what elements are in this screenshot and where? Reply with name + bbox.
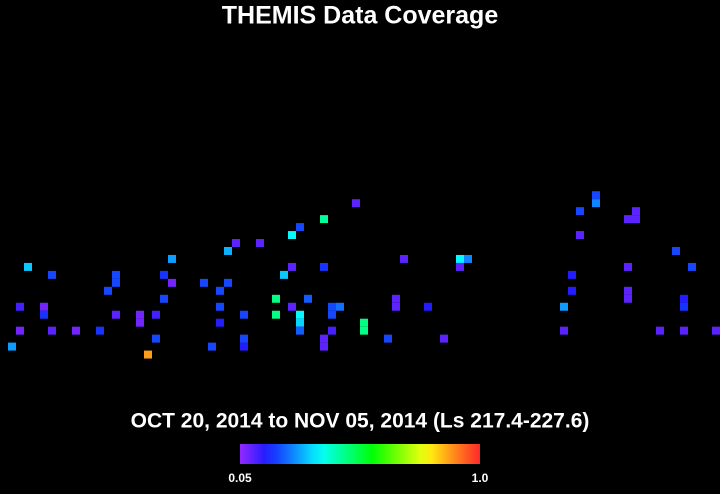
coverage-cell <box>592 191 600 200</box>
coverage-cell <box>576 207 584 216</box>
coverage-cell <box>40 302 48 311</box>
coverage-cell <box>624 262 632 271</box>
coverage-cell <box>560 302 568 311</box>
coverage-cell <box>152 310 160 319</box>
coverage-cell <box>112 270 120 279</box>
coverage-cell <box>680 302 688 311</box>
coverage-cell <box>48 270 56 279</box>
coverage-cell <box>560 326 568 335</box>
coverage-cell <box>360 318 368 327</box>
coverage-cell <box>328 310 336 319</box>
coverage-cell <box>336 302 344 311</box>
coverage-cell <box>680 294 688 303</box>
coverage-cell <box>232 239 240 247</box>
coverage-cell <box>136 310 144 319</box>
coverage-cell <box>16 302 24 311</box>
coverage-cell <box>160 294 168 303</box>
coverage-cell <box>328 326 336 335</box>
coverage-cell <box>296 326 304 335</box>
coverage-cell <box>136 318 144 327</box>
coverage-cell <box>672 247 680 255</box>
coverage-cell <box>592 199 600 208</box>
coverage-cell <box>296 223 304 232</box>
coverage-cell <box>320 215 328 224</box>
coverage-cell <box>320 262 328 271</box>
coverage-cell <box>568 270 576 279</box>
coverage-cell <box>576 231 584 240</box>
coverage-cell <box>688 262 696 271</box>
coverage-cell <box>256 239 264 247</box>
coverage-cell <box>624 286 632 295</box>
coverage-cell <box>96 326 104 335</box>
coverage-cell <box>328 302 336 311</box>
colorbar-tick-label: 0.05 <box>228 471 252 485</box>
coverage-cell <box>296 310 304 319</box>
coverage-cell <box>152 334 160 343</box>
coverage-cell <box>216 286 224 295</box>
coverage-cell <box>464 254 472 263</box>
coverage-cell <box>632 215 640 224</box>
coverage-cell <box>40 310 48 319</box>
coverage-cell <box>632 207 640 216</box>
coverage-cell <box>424 302 432 311</box>
coverage-cell <box>16 326 24 335</box>
coverage-cell <box>400 254 408 263</box>
coverage-cell <box>320 334 328 343</box>
chart-subtitle: OCT 20, 2014 to NOV 05, 2014 (Ls 217.4-2… <box>131 410 590 433</box>
coverage-cell <box>208 342 216 351</box>
colorbar <box>240 444 480 464</box>
coverage-cell <box>712 326 720 335</box>
coverage-cell <box>112 278 120 287</box>
coverage-cell <box>384 334 392 343</box>
coverage-cell <box>240 310 248 319</box>
coverage-cell <box>24 262 32 271</box>
coverage-cell <box>280 270 288 279</box>
coverage-cell <box>8 342 16 351</box>
coverage-cell <box>224 278 232 287</box>
coverage-cell <box>160 270 168 279</box>
coverage-cell <box>624 215 632 224</box>
coverage-cell <box>456 254 464 263</box>
coverage-cell <box>112 310 120 319</box>
chart-title: THEMIS Data Coverage <box>222 2 499 30</box>
coverage-cell <box>288 231 296 240</box>
coverage-cell <box>288 302 296 311</box>
coverage-cell <box>352 199 360 208</box>
coverage-cell <box>392 294 400 303</box>
coverage-cell <box>168 278 176 287</box>
coverage-cell <box>216 318 224 327</box>
coverage-cell <box>288 262 296 271</box>
coverage-cell <box>272 310 280 319</box>
coverage-cell <box>240 342 248 351</box>
coverage-cell <box>224 247 232 255</box>
coverage-cell <box>656 326 664 335</box>
coverage-cell <box>360 326 368 335</box>
coverage-cell <box>200 278 208 287</box>
coverage-cell <box>272 294 280 303</box>
coverage-cell <box>168 254 176 263</box>
coverage-cell <box>456 262 464 271</box>
coverage-cell <box>296 318 304 327</box>
coverage-cell <box>240 334 248 343</box>
coverage-cell <box>320 342 328 351</box>
coverage-cell <box>72 326 80 335</box>
coverage-cell <box>304 294 312 303</box>
coverage-cell <box>144 350 152 359</box>
coverage-cell <box>104 286 112 295</box>
colorbar-tick-label: 1.0 <box>472 471 489 485</box>
coverage-cell <box>48 326 56 335</box>
coverage-cell <box>392 302 400 311</box>
coverage-cell <box>680 326 688 335</box>
coverage-cell <box>568 286 576 295</box>
coverage-cell <box>624 294 632 303</box>
coverage-cell <box>216 302 224 311</box>
coverage-cell <box>440 334 448 343</box>
